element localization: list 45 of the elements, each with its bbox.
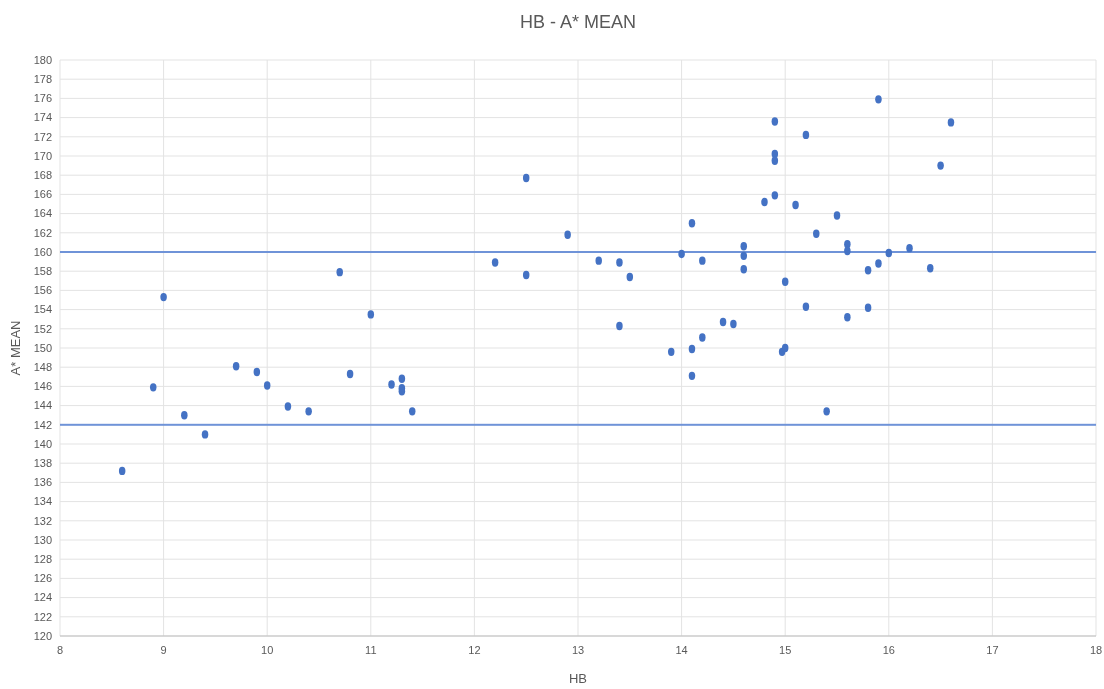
y-tick-label: 160 — [33, 245, 52, 258]
y-axis-title: A* MEAN — [8, 320, 23, 376]
y-tick-label: 178 — [33, 73, 52, 86]
y-tick-label: 134 — [33, 495, 52, 508]
y-tick-label: 142 — [33, 418, 52, 431]
y-tick-label: 174 — [33, 111, 52, 124]
x-tick-label: 15 — [779, 644, 792, 656]
chart-title: HB - A* MEAN — [519, 12, 637, 32]
y-tick-label: 170 — [33, 149, 52, 162]
y-tick-label: 152 — [33, 322, 52, 335]
x-tick-label: 16 — [882, 644, 895, 656]
y-tick-label: 146 — [33, 380, 52, 393]
x-tick-label: 12 — [468, 644, 481, 656]
y-tick-label: 166 — [33, 188, 52, 201]
y-tick-label: 126 — [33, 572, 52, 585]
x-tick-label: 8 — [56, 644, 64, 656]
x-tick-label: 13 — [571, 644, 585, 656]
y-tick-label: 156 — [33, 284, 52, 297]
y-tick-label: 124 — [33, 591, 52, 604]
y-tick-label: 130 — [33, 533, 52, 546]
y-tick-label: 144 — [33, 399, 52, 412]
y-tick-label: 138 — [33, 457, 52, 470]
x-tick-label: 17 — [986, 644, 999, 656]
y-tick-label: 148 — [33, 361, 52, 374]
y-tick-label: 164 — [33, 207, 52, 220]
y-tick-label: 168 — [33, 169, 52, 182]
y-tick-label: 172 — [33, 130, 52, 143]
y-tick-label: 150 — [33, 341, 52, 354]
x-tick-label: 14 — [675, 644, 688, 656]
y-tick-label: 162 — [33, 226, 52, 239]
y-tick-label: 176 — [33, 92, 52, 105]
x-tick-label: 10 — [261, 644, 274, 656]
y-tick-label: 154 — [33, 303, 52, 316]
y-tick-label: 122 — [33, 610, 52, 623]
y-tick-label: 140 — [33, 437, 52, 450]
x-tick-label: 11 — [365, 644, 377, 656]
y-tick-label: 136 — [33, 476, 52, 489]
x-tick-label: 18 — [1089, 644, 1103, 656]
y-tick-label: 120 — [33, 629, 52, 642]
y-tick-label: 128 — [33, 553, 52, 566]
y-tick-label: 158 — [33, 265, 52, 278]
x-tick-label: 9 — [160, 644, 167, 656]
x-axis-title: HB — [568, 671, 588, 686]
y-tick-label: 132 — [33, 514, 52, 527]
y-tick-label: 180 — [33, 53, 52, 66]
